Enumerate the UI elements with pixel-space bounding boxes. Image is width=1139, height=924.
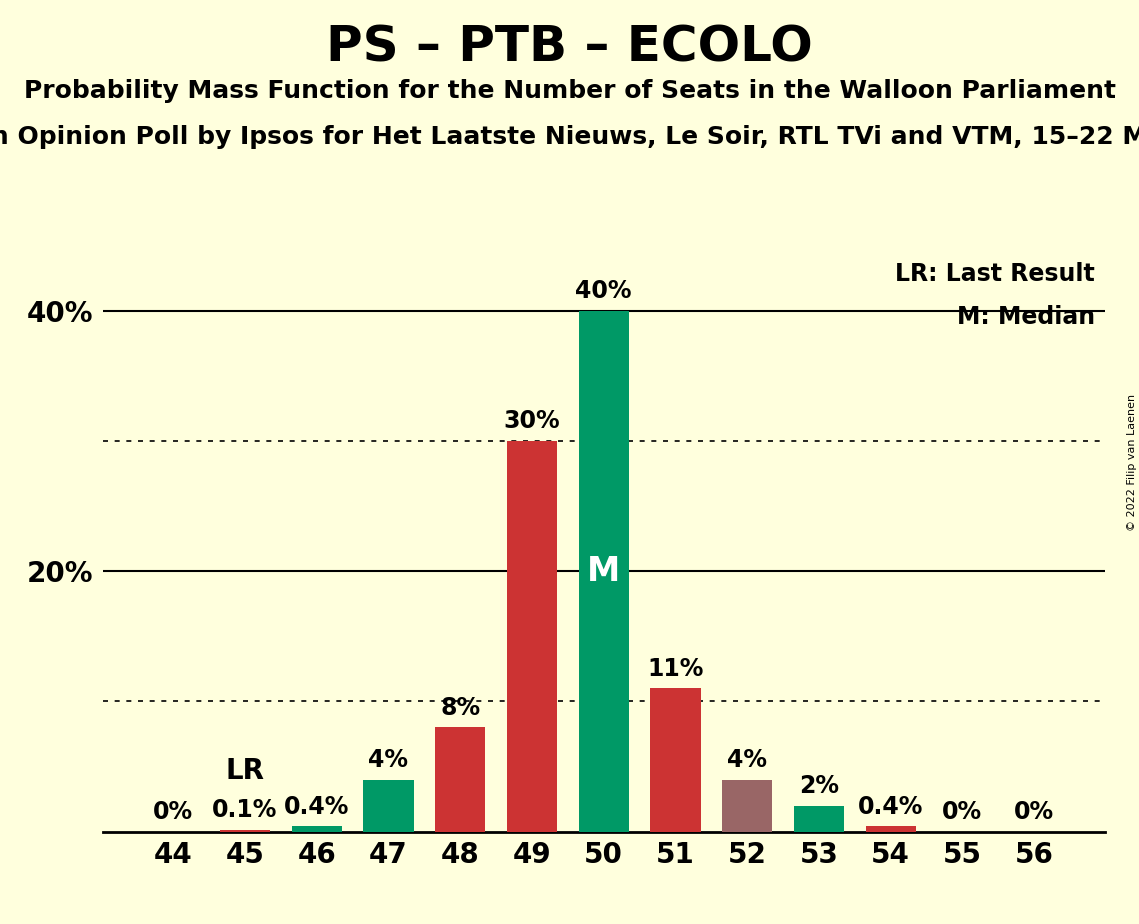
- Text: LR: Last Result: LR: Last Result: [895, 261, 1095, 286]
- Text: 8%: 8%: [440, 696, 481, 720]
- Text: 30%: 30%: [503, 409, 560, 433]
- Text: 0%: 0%: [942, 800, 983, 824]
- Bar: [435, 727, 485, 832]
- Text: M: M: [587, 554, 621, 588]
- Text: 11%: 11%: [647, 657, 704, 681]
- Text: on an Opinion Poll by Ipsos for Het Laatste Nieuws, Le Soir, RTL TVi and VTM, 15: on an Opinion Poll by Ipsos for Het Laat…: [0, 125, 1139, 149]
- Text: 0.4%: 0.4%: [284, 795, 350, 819]
- Bar: [650, 688, 700, 832]
- Text: © 2022 Filip van Laenen: © 2022 Filip van Laenen: [1126, 394, 1137, 530]
- Bar: [866, 826, 916, 832]
- Text: Probability Mass Function for the Number of Seats in the Walloon Parliament: Probability Mass Function for the Number…: [24, 79, 1115, 103]
- Bar: [579, 310, 629, 832]
- Bar: [794, 806, 844, 832]
- Bar: [292, 826, 342, 832]
- Bar: [220, 831, 270, 832]
- Text: 0.1%: 0.1%: [212, 798, 278, 822]
- Text: 0.4%: 0.4%: [858, 795, 924, 819]
- Text: 40%: 40%: [575, 279, 632, 303]
- Text: M: Median: M: Median: [957, 305, 1095, 329]
- Text: 4%: 4%: [368, 748, 409, 772]
- Bar: [507, 441, 557, 832]
- Bar: [722, 780, 772, 832]
- Text: 0%: 0%: [1014, 800, 1055, 824]
- Bar: [363, 780, 413, 832]
- Text: LR: LR: [226, 757, 264, 784]
- Text: 2%: 2%: [798, 773, 839, 797]
- Text: 0%: 0%: [153, 800, 194, 824]
- Text: 4%: 4%: [727, 748, 768, 772]
- Text: PS – PTB – ECOLO: PS – PTB – ECOLO: [326, 23, 813, 71]
